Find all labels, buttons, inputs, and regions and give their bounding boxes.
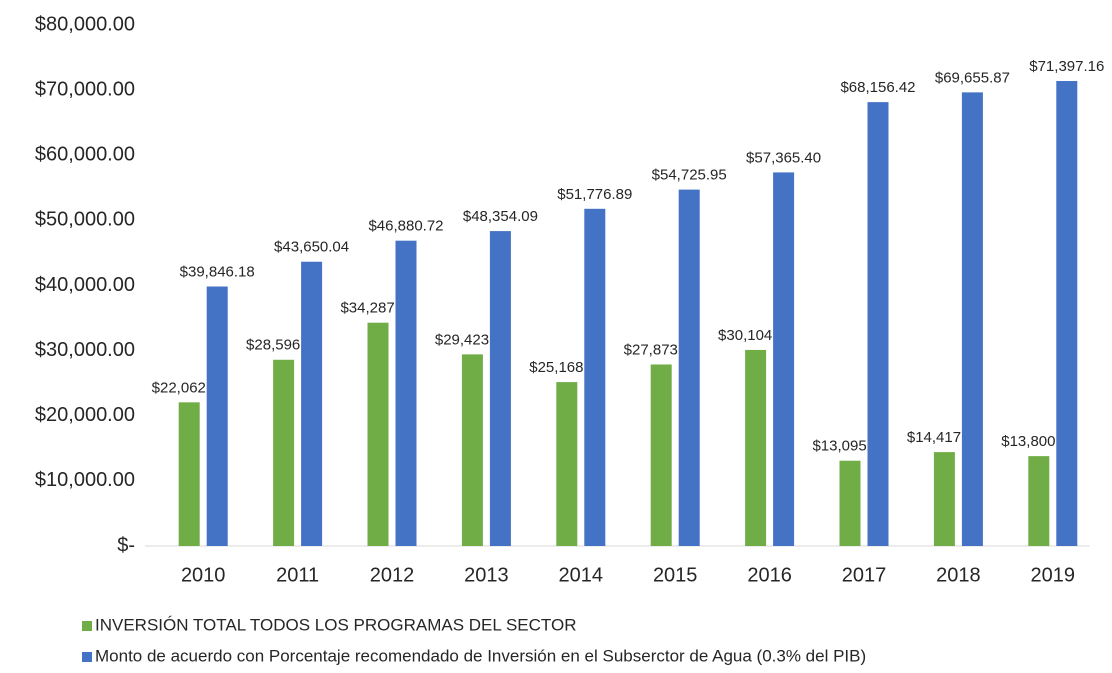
y-tick-label: $40,000.00 bbox=[35, 274, 135, 296]
x-tick-label: 2017 bbox=[842, 564, 887, 586]
bar bbox=[1028, 456, 1050, 546]
bar bbox=[489, 231, 511, 546]
bar bbox=[839, 460, 861, 546]
value-label: $39,846.18 bbox=[180, 263, 255, 280]
value-label: $54,725.95 bbox=[652, 167, 727, 184]
value-label: $46,880.72 bbox=[368, 218, 443, 235]
value-label: $43,650.04 bbox=[274, 239, 349, 256]
bar bbox=[178, 402, 200, 546]
y-tick-label: $80,000.00 bbox=[35, 13, 135, 35]
y-tick-label: $- bbox=[117, 534, 135, 556]
bar bbox=[745, 349, 767, 546]
bar bbox=[273, 359, 295, 546]
value-label: $69,655.87 bbox=[935, 69, 1010, 86]
y-tick-label: $50,000.00 bbox=[35, 209, 135, 231]
bar bbox=[395, 240, 417, 546]
legend-label: INVERSIÓN TOTAL TODOS LOS PROGRAMAS DEL … bbox=[95, 615, 576, 634]
x-tick-label: 2019 bbox=[1031, 564, 1076, 586]
y-tick-label: $30,000.00 bbox=[35, 339, 135, 361]
y-tick-label: $60,000.00 bbox=[35, 144, 135, 166]
bar bbox=[933, 452, 955, 546]
legend-swatch bbox=[82, 652, 92, 662]
bar bbox=[678, 189, 700, 547]
bar bbox=[301, 261, 323, 546]
bar bbox=[206, 286, 228, 546]
x-tick-label: 2011 bbox=[276, 564, 319, 586]
bar bbox=[367, 322, 389, 546]
y-tick-label: $70,000.00 bbox=[35, 78, 135, 100]
y-tick-label: $10,000.00 bbox=[35, 469, 135, 491]
x-tick-label: 2016 bbox=[747, 564, 792, 586]
value-label: $51,776.89 bbox=[557, 186, 632, 203]
bar bbox=[867, 102, 889, 546]
value-label: $68,156.42 bbox=[840, 79, 915, 96]
x-tick-label: 2014 bbox=[559, 564, 604, 586]
value-label: $48,354.09 bbox=[463, 208, 538, 225]
bar bbox=[650, 364, 672, 546]
value-label: $57,365.40 bbox=[746, 149, 821, 166]
x-tick-label: 2013 bbox=[464, 564, 509, 586]
bar bbox=[773, 172, 795, 546]
x-tick-label: 2010 bbox=[181, 564, 226, 586]
bar bbox=[961, 92, 983, 546]
legend-swatch bbox=[82, 621, 92, 631]
legend-label: Monto de acuerdo con Porcentaje recomend… bbox=[95, 646, 866, 665]
x-tick-label: 2015 bbox=[653, 564, 698, 586]
bar bbox=[1056, 81, 1078, 546]
y-tick-label: $20,000.00 bbox=[35, 404, 135, 426]
value-label: $71,397.16 bbox=[1029, 58, 1104, 75]
bar bbox=[556, 382, 578, 546]
x-tick-label: 2012 bbox=[370, 564, 415, 586]
bar bbox=[461, 354, 483, 546]
x-tick-label: 2018 bbox=[936, 564, 981, 586]
bar bbox=[584, 208, 606, 546]
